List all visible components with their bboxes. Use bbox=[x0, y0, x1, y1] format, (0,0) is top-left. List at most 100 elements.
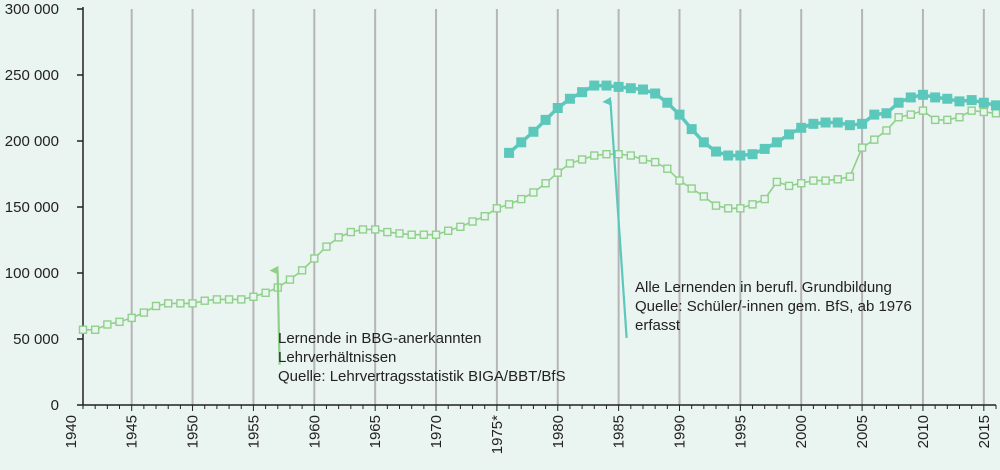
y-tick-label: 150 000 bbox=[5, 199, 59, 216]
data-point-lernende_bbg bbox=[699, 192, 709, 201]
data-point-lernende_bbg bbox=[212, 295, 222, 304]
x-tick-label: 1975* bbox=[489, 415, 506, 454]
data-point-alle_lernenden bbox=[601, 80, 612, 91]
data-point-alle_lernenden bbox=[650, 88, 661, 99]
data-point-lernende_bbg bbox=[675, 176, 684, 185]
data-point-alle_lernenden bbox=[796, 122, 807, 133]
data-point-lernende_bbg bbox=[200, 296, 209, 305]
data-point-alle_lernenden bbox=[869, 109, 880, 120]
annotation-text-alle: Alle Lernenden in berufl. Grundbildung bbox=[635, 279, 892, 296]
data-point-lernende_bbg bbox=[809, 176, 818, 185]
data-point-lernende_bbg bbox=[224, 295, 234, 304]
data-point-lernende_bbg bbox=[188, 299, 197, 308]
data-point-lernende_bbg bbox=[249, 292, 258, 301]
data-point-lernende_bbg bbox=[930, 115, 940, 125]
x-tick-label: 1970 bbox=[428, 415, 445, 448]
series bbox=[78, 80, 1000, 334]
data-point-lernende_bbg bbox=[943, 115, 952, 125]
data-point-lernende_bbg bbox=[310, 254, 319, 263]
data-point-lernende_bbg bbox=[626, 151, 635, 160]
data-point-alle_lernenden bbox=[808, 118, 819, 129]
x-tick-label: 1945 bbox=[124, 415, 141, 448]
data-point-lernende_bbg bbox=[991, 109, 1000, 118]
data-point-alle_lernenden bbox=[917, 89, 928, 100]
data-point-alle_lernenden bbox=[893, 97, 904, 108]
annotation-text-alle: erfasst bbox=[635, 317, 681, 334]
data-point-lernende_bbg bbox=[78, 325, 88, 334]
data-point-lernende_bbg bbox=[590, 151, 599, 160]
x-tick-label: 2015 bbox=[976, 415, 993, 448]
x-tick-label: 1985 bbox=[611, 415, 628, 448]
data-point-lernende_bbg bbox=[480, 212, 489, 221]
data-point-lernende_bbg bbox=[492, 204, 502, 213]
data-point-lernende_bbg bbox=[90, 325, 100, 334]
data-point-lernende_bbg bbox=[894, 113, 903, 122]
data-point-alle_lernenden bbox=[698, 137, 709, 148]
grid bbox=[130, 9, 985, 405]
data-point-alle_lernenden bbox=[954, 96, 965, 107]
data-point-lernende_bbg bbox=[407, 230, 416, 239]
x-tick-label: 1995 bbox=[732, 415, 749, 448]
data-point-lernende_bbg bbox=[237, 295, 246, 304]
x-tick-label: 1950 bbox=[185, 415, 202, 448]
annotation-text-bbg: Lernende in BBG-anerkannten bbox=[278, 330, 481, 347]
y-tick-label: 50 000 bbox=[13, 331, 59, 348]
data-point-lernende_bbg bbox=[370, 225, 380, 234]
data-point-lernende_bbg bbox=[882, 126, 891, 135]
x-tick-label: 2010 bbox=[915, 415, 932, 448]
data-point-alle_lernenden bbox=[613, 81, 624, 92]
data-point-lernende_bbg bbox=[431, 230, 441, 239]
data-point-lernende_bbg bbox=[918, 106, 928, 115]
data-point-alle_lernenden bbox=[759, 143, 770, 154]
y-tick-label: 200 000 bbox=[5, 133, 59, 150]
data-point-alle_lernenden bbox=[577, 87, 588, 98]
annotations: Lernende in BBG-anerkannten Lehrverhältni… bbox=[269, 96, 912, 385]
y-tick-label: 300 000 bbox=[5, 1, 59, 18]
data-point-lernende_bbg bbox=[334, 233, 343, 242]
data-point-lernende_bbg bbox=[614, 149, 623, 159]
x-tick-label: 2000 bbox=[793, 415, 810, 448]
data-point-lernende_bbg bbox=[553, 168, 562, 177]
data-point-alle_lernenden bbox=[564, 93, 575, 104]
data-point-lernende_bbg bbox=[164, 299, 173, 308]
data-point-alle_lernenden bbox=[625, 83, 636, 94]
data-point-lernende_bbg bbox=[687, 184, 696, 193]
data-point-alle_lernenden bbox=[552, 103, 563, 113]
data-point-lernende_bbg bbox=[346, 227, 356, 237]
data-point-alle_lernenden bbox=[881, 108, 892, 119]
x-tick-label: 1980 bbox=[550, 415, 567, 448]
data-point-lernende_bbg bbox=[797, 179, 806, 188]
data-point-alle_lernenden bbox=[771, 137, 782, 148]
data-point-alle_lernenden bbox=[905, 92, 916, 103]
data-point-lernende_bbg bbox=[504, 200, 514, 209]
data-point-alle_lernenden bbox=[784, 129, 795, 140]
data-point-lernende_bbg bbox=[517, 194, 526, 204]
data-point-alle_lernenden bbox=[662, 97, 673, 108]
data-point-lernende_bbg bbox=[955, 113, 964, 122]
data-point-lernende_bbg bbox=[857, 143, 867, 152]
data-point-lernende_bbg bbox=[115, 317, 124, 327]
data-point-alle_lernenden bbox=[844, 120, 855, 131]
data-point-lernende_bbg bbox=[711, 201, 721, 210]
data-point-lernende_bbg bbox=[456, 222, 465, 232]
data-point-lernende_bbg bbox=[395, 229, 404, 238]
data-point-lernende_bbg bbox=[322, 242, 331, 251]
y-tick-label: 100 000 bbox=[5, 265, 59, 282]
data-point-lernende_bbg bbox=[760, 194, 769, 204]
data-point-lernende_bbg bbox=[602, 149, 611, 159]
data-point-lernende_bbg bbox=[736, 204, 745, 213]
data-point-alle_lernenden bbox=[991, 100, 1000, 111]
data-point-lernende_bbg bbox=[468, 217, 477, 226]
data-point-alle_lernenden bbox=[504, 147, 515, 158]
data-point-lernende_bbg bbox=[650, 157, 660, 167]
data-point-lernende_bbg bbox=[967, 106, 976, 115]
series-line-lernende_bbg bbox=[83, 109, 997, 331]
y-tick-label: 0 bbox=[51, 397, 59, 414]
data-point-alle_lernenden bbox=[735, 150, 746, 161]
annotation-text-bbg: Quelle: Lehrvertragsstatistik BIGA/BBT/B… bbox=[278, 368, 566, 385]
data-point-alle_lernenden bbox=[978, 97, 989, 108]
data-point-alle_lernenden bbox=[942, 93, 953, 104]
data-point-alle_lernenden bbox=[930, 92, 941, 103]
data-point-lernende_bbg bbox=[151, 301, 161, 311]
